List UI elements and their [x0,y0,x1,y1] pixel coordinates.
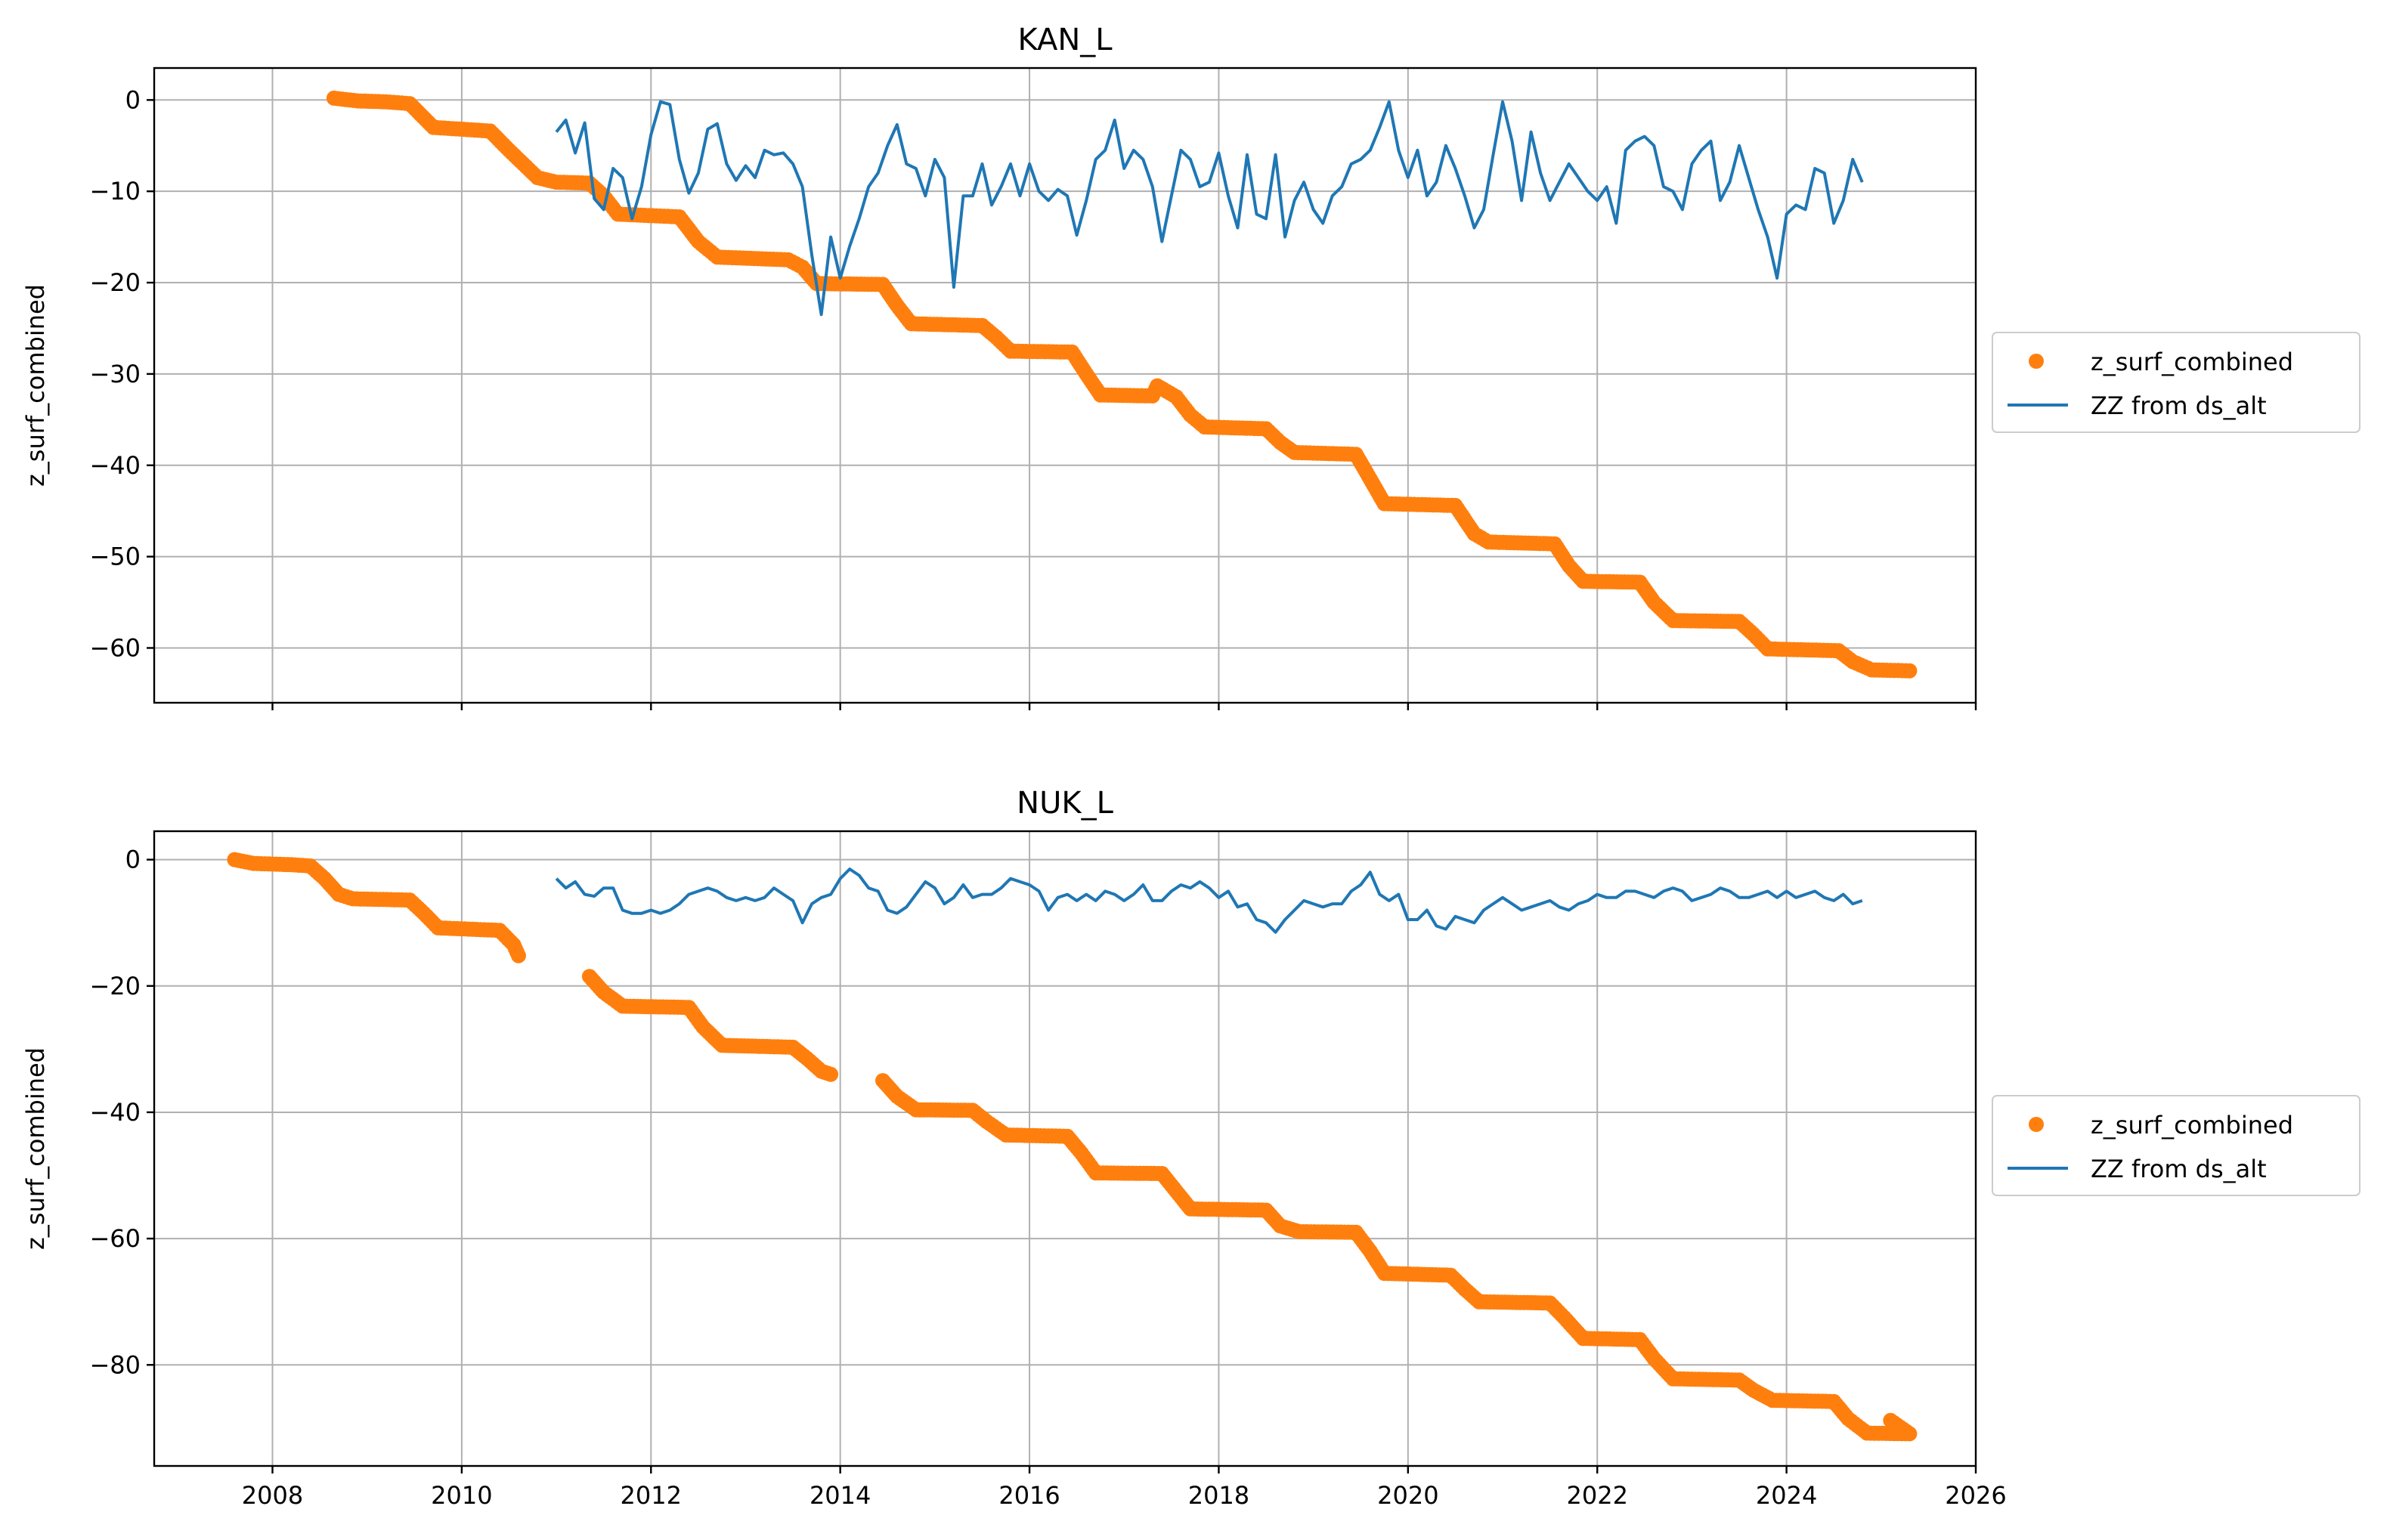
y-tick-label: −10 [89,177,141,206]
z-surf-point [511,948,526,963]
y-tick-label: −80 [89,1350,141,1379]
x-tick-label: 2026 [1945,1481,2006,1510]
z-surf-point [1902,663,1918,679]
x-tick-label: 2016 [998,1481,1060,1510]
zz-line [555,100,1864,317]
y-tick-label: −50 [89,543,141,571]
y-axis-label: z_surf_combined [21,284,50,487]
y-tick-label: −20 [89,268,141,297]
series-group [326,90,1918,679]
series-group [227,852,1918,1442]
legend: z_surf_combined ZZ from ds_alt [1992,332,2360,433]
z-surf-point [1897,1424,1913,1439]
plot-frame [153,830,1977,1467]
x-tick-label: 2020 [1377,1481,1438,1510]
legend-entry-label: ZZ from ds_alt [2091,391,2267,420]
y-tick-label: −20 [89,972,141,1000]
zz-line [555,867,1863,934]
legend: z_surf_combined ZZ from ds_alt [1992,1095,2360,1196]
x-tick-label: 2022 [1567,1481,1628,1510]
plot-frame [153,66,1977,704]
legend-entry-label: z_surf_combined [2091,348,2293,376]
y-tick-label: −30 [89,360,141,388]
legend-box [1992,332,2360,433]
legend-marker [2029,1117,2044,1132]
x-tick-label: 2014 [810,1481,871,1510]
y-axis-label: z_surf_combined [21,1047,50,1250]
x-tick-label: 2018 [1188,1481,1249,1510]
nuk-l-panel: 2008 2010 2012 2014 2016 2018 2020 2022 2024 2026… [21,786,2360,1510]
legend-box [1992,1095,2360,1196]
y-tick-label: −60 [89,633,141,662]
panel-title: NUK_L [1017,786,1113,821]
y-tick-label: 0 [125,846,141,874]
x-tick-label: 2008 [242,1481,303,1510]
legend-entry-label: ZZ from ds_alt [2091,1155,2267,1183]
x-tick-label: 2012 [621,1481,682,1510]
x-tick-label: 2010 [431,1481,492,1510]
y-tick-label: −40 [89,1098,141,1127]
x-tick-label: 2024 [1756,1481,1817,1510]
y-tick-label: 0 [125,85,141,114]
y-tick-label: −60 [89,1224,141,1253]
panel-title: KAN_L [1017,23,1113,57]
y-tick-label: −40 [89,451,141,480]
legend-entry-label: z_surf_combined [2091,1111,2293,1140]
legend-marker [2029,354,2044,369]
z-surf-point [823,1066,839,1082]
